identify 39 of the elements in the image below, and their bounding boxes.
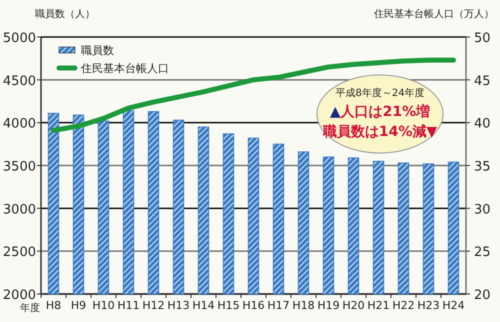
- x-tick-label: H13: [167, 299, 190, 312]
- x-tick-label: H14: [192, 299, 215, 312]
- y2-tick-label: 25: [474, 245, 491, 260]
- x-axis-title: 年度: [20, 302, 40, 314]
- y2-tick-label: 30: [474, 202, 491, 218]
- x-tick-label: H15: [217, 299, 240, 312]
- y2-tick-label: 40: [474, 116, 491, 132]
- x-tick-label: H11: [117, 299, 140, 312]
- x-tick-label: H24: [442, 299, 465, 312]
- y-tick-label: 3500: [2, 160, 36, 174]
- x-tick-label: H23: [417, 299, 440, 312]
- annotation: ▲人口は21%増: [330, 103, 430, 120]
- text: 平成8年度～24年度: [335, 88, 425, 99]
- legend-label: 職員数: [81, 44, 114, 57]
- x-tick-label: H10: [92, 299, 115, 312]
- legend-label: 住民基本台帳人口: [81, 62, 169, 75]
- y-tick-label: 2500: [2, 245, 36, 260]
- y2-tick-label: 50: [474, 31, 491, 46]
- y2-axis-title: 住民基本台帳人口（万人）: [374, 8, 494, 20]
- x-tick-label: H18: [292, 299, 315, 312]
- y-tick-label: 4000: [2, 116, 36, 132]
- x-tick-label: H9: [70, 299, 86, 312]
- y-tick-label: 5000: [2, 31, 36, 46]
- x-tick-label: H22: [392, 299, 415, 312]
- y-tick-label: 4500: [2, 74, 36, 89]
- text: 職員数は14%減▼: [322, 124, 438, 140]
- x-tick-label: H16: [242, 299, 265, 312]
- y2-tick-label: 35: [474, 160, 491, 174]
- y2-tick-label: 20: [474, 288, 491, 303]
- x-tick-label: H20: [342, 299, 365, 312]
- y-axis-title: 職員数（人）: [35, 8, 95, 20]
- x-tick-label: H21: [367, 299, 390, 312]
- x-tick-label: H8: [46, 299, 62, 312]
- y2-tick-label: 45: [474, 74, 491, 89]
- y-tick-label: 2000: [2, 288, 36, 303]
- y-tick-label: 3000: [2, 202, 36, 218]
- x-tick-label: H17: [267, 299, 290, 312]
- x-tick-label: H19: [317, 299, 340, 312]
- x-tick-label: H12: [142, 299, 165, 312]
